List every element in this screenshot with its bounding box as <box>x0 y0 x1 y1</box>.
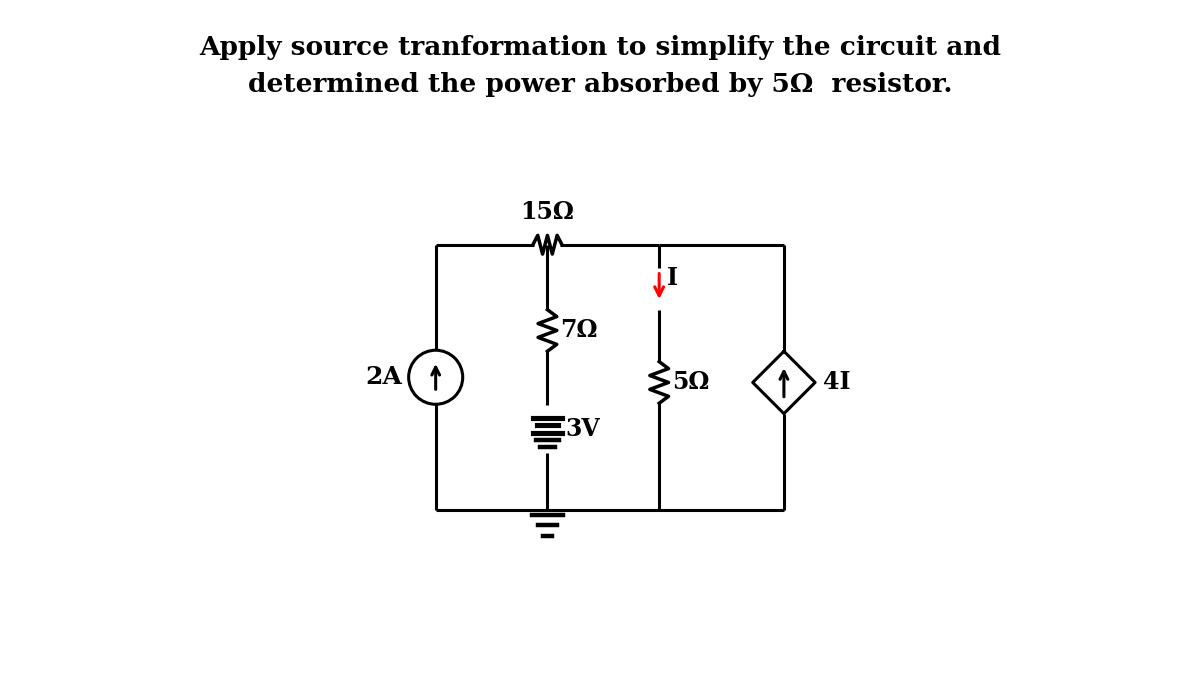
Text: 7Ω: 7Ω <box>560 319 598 342</box>
Text: 2A: 2A <box>366 365 402 389</box>
Text: 5Ω: 5Ω <box>672 371 709 394</box>
Text: 4I: 4I <box>823 371 851 394</box>
Text: I: I <box>667 265 678 290</box>
Text: determined the power absorbed by 5Ω  resistor.: determined the power absorbed by 5Ω resi… <box>247 72 953 97</box>
Text: 3V: 3V <box>565 417 600 441</box>
Text: 15Ω: 15Ω <box>521 200 575 224</box>
Text: Apply source tranformation to simplify the circuit and: Apply source tranformation to simplify t… <box>199 34 1001 60</box>
